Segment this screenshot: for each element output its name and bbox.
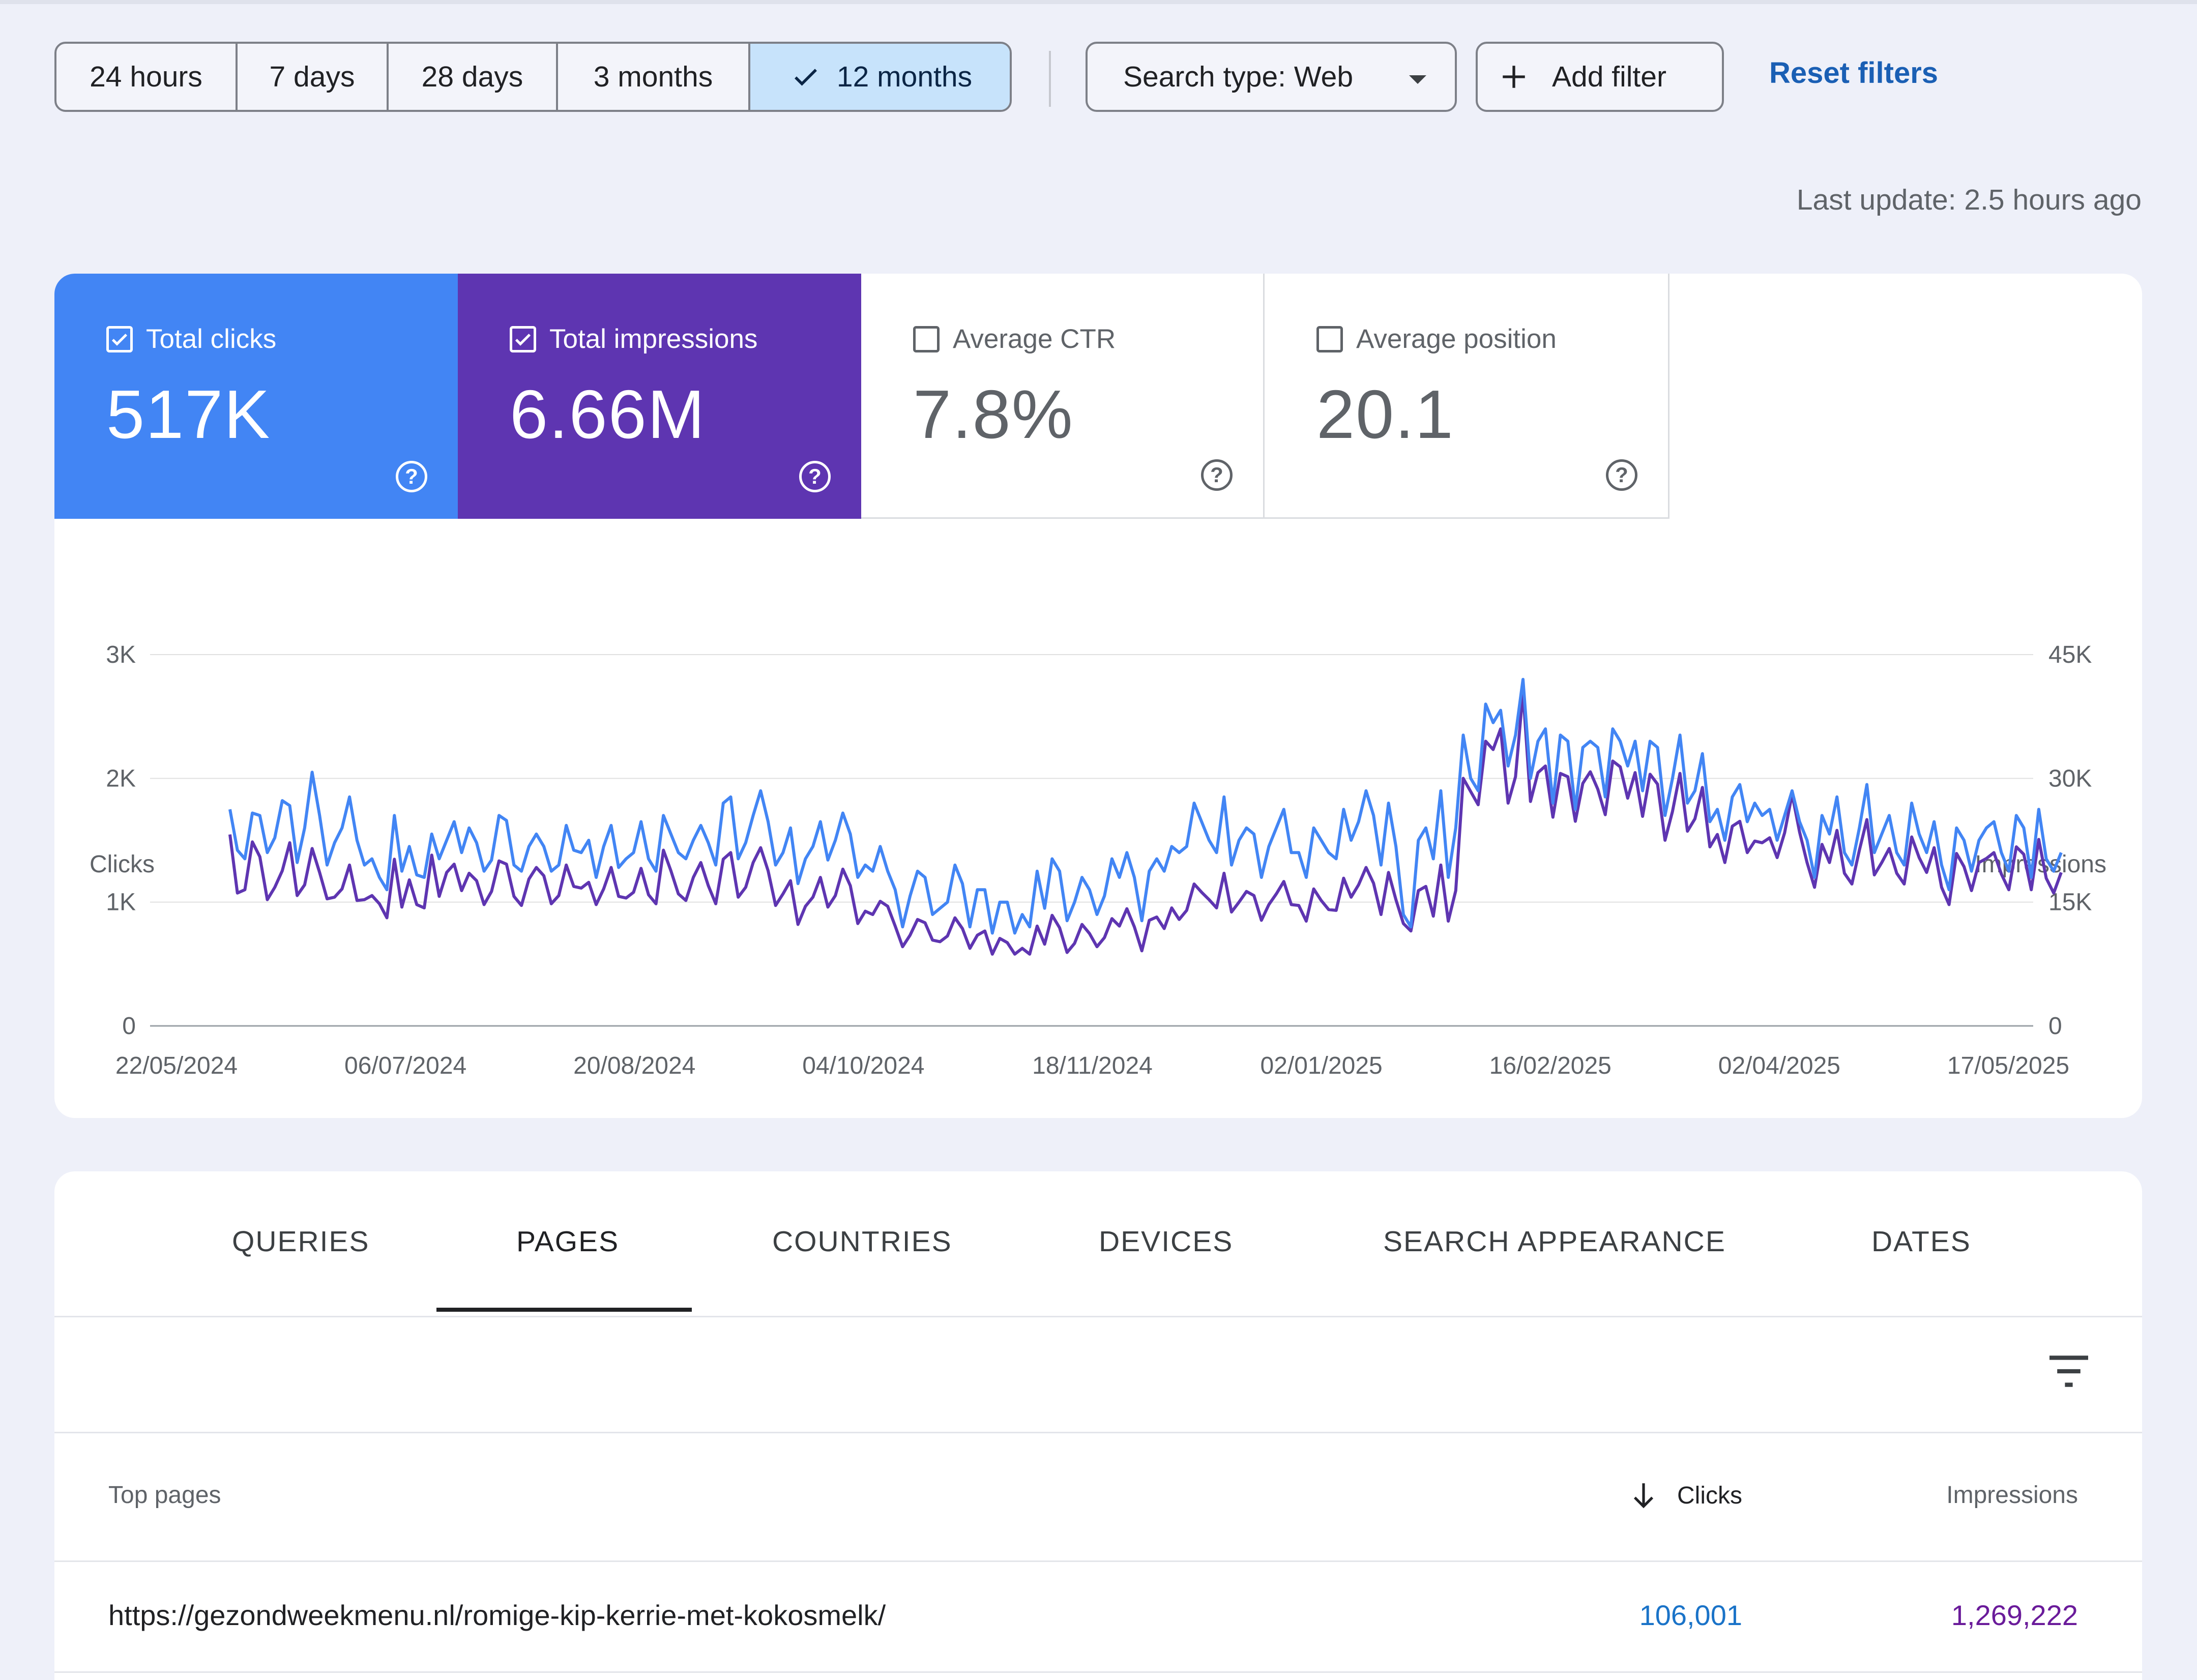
tab-devices[interactable]: DEVICES (1099, 1225, 1234, 1258)
x-tick-labels: 22/05/2024 06/07/2024 20/08/2024 04/10/2024… (115, 1052, 2069, 1079)
reset-filters-link[interactable]: Reset filters (1769, 56, 1939, 90)
tab-search-appearance[interactable]: SEARCH APPEARANCE (1383, 1225, 1726, 1258)
y-right-tick-label: 15K (2048, 889, 2092, 916)
y-right-tick-label: 30K (2048, 765, 2092, 792)
search-type-dropdown[interactable]: Search type: Web (1086, 42, 1457, 112)
help-icon[interactable]: ? (1606, 459, 1637, 491)
metric-average-position[interactable]: Average position 20.1 ? (1265, 274, 1669, 519)
filter-divider (1049, 51, 1051, 107)
x-tick-label: 04/10/2024 (802, 1052, 924, 1079)
x-tick-label: 02/01/2025 (1261, 1052, 1383, 1079)
metric-label: Average CTR (953, 324, 1116, 354)
x-tick-label: 18/11/2024 (1032, 1052, 1153, 1079)
column-header-clicks-label: Clicks (1677, 1482, 1742, 1509)
plus-icon (1503, 66, 1525, 88)
metric-total-impressions[interactable]: Total impressions 6.66M ? (458, 274, 861, 519)
tab-queries[interactable]: QUERIES (232, 1225, 370, 1258)
performance-card: Total clicks 517K ? Total impressions 6.… (54, 274, 2142, 1118)
active-tab-indicator (436, 1308, 692, 1312)
search-type-label: Search type: Web (1123, 61, 1354, 93)
column-header-page[interactable]: Top pages (108, 1482, 221, 1509)
metric-value: 20.1 (1316, 376, 1454, 453)
metric-value: 6.66M (510, 376, 706, 453)
range-12-months[interactable]: 12 months (750, 44, 1010, 110)
x-tick-label: 22/05/2024 (115, 1052, 238, 1079)
filter-icon[interactable] (2044, 1352, 2093, 1391)
column-header-impressions[interactable]: Impressions (1946, 1482, 2078, 1509)
y-left-tick-label: 1K (106, 889, 136, 916)
date-range-selector: 24 hours 7 days 28 days 3 months 12 mont… (54, 42, 1012, 112)
y-right-tick-label: 45K (2048, 641, 2092, 668)
x-tick-label: 16/02/2025 (1489, 1052, 1612, 1079)
divider (54, 1432, 2142, 1433)
dimensions-card: QUERIES PAGES COUNTRIES DEVICES SEARCH A… (54, 1171, 2142, 1680)
tab-pages[interactable]: PAGES (516, 1225, 620, 1258)
chart-series (228, 677, 2063, 956)
metric-average-ctr[interactable]: Average CTR 7.8% ? (861, 274, 1265, 519)
range-3-months[interactable]: 3 months (558, 44, 750, 110)
tab-dates[interactable]: DATES (1871, 1225, 1971, 1258)
top-divider (0, 0, 2197, 4)
y-right-tick-labels: 0 15K 30K 45K (2048, 641, 2092, 1040)
checkbox-icon[interactable] (510, 326, 536, 352)
y-left-tick-label: 3K (106, 641, 136, 668)
x-tick-label: 17/05/2025 (1947, 1052, 2069, 1079)
metric-value: 7.8% (913, 376, 1074, 453)
x-tick-label: 02/04/2025 (1718, 1052, 1840, 1079)
last-update-text: Last update: 2.5 hours ago (1796, 184, 2142, 216)
y-left-tick-label: 0 (122, 1013, 136, 1040)
y-left-axis-title: Clicks (90, 851, 155, 878)
y-left-tick-label: 2K (106, 765, 136, 792)
metric-value: 517K (106, 376, 271, 453)
sort-down-arrow-icon (1633, 1483, 1654, 1509)
divider (54, 1560, 2142, 1562)
add-filter-label: Add filter (1552, 61, 1666, 93)
add-filter-button[interactable]: Add filter (1476, 42, 1724, 112)
help-icon[interactable]: ? (799, 461, 831, 492)
impressions-series-line (228, 690, 2063, 956)
metric-label: Total impressions (549, 324, 758, 354)
metric-label: Average position (1356, 324, 1557, 354)
metric-total-clicks[interactable]: Total clicks 517K ? (54, 274, 458, 519)
checkbox-icon[interactable] (106, 326, 133, 352)
page-url[interactable]: https://gezondweekmenu.nl/romige-kip-ker… (108, 1599, 886, 1631)
column-header-clicks[interactable]: Clicks (1630, 1481, 1742, 1510)
range-7-days[interactable]: 7 days (238, 44, 389, 110)
help-icon[interactable]: ? (396, 461, 427, 492)
divider (54, 1316, 2142, 1317)
range-28-days[interactable]: 28 days (389, 44, 558, 110)
row-impressions-value: 1,269,222 (1951, 1599, 2078, 1631)
y-right-tick-label: 0 (2048, 1013, 2062, 1040)
y-left-tick-labels: 0 1K 2K 3K (106, 641, 136, 1040)
x-tick-label: 20/08/2024 (573, 1052, 695, 1079)
x-tick-label: 06/07/2024 (344, 1052, 466, 1079)
range-12-months-label: 12 months (836, 61, 973, 93)
tab-countries[interactable]: COUNTRIES (772, 1225, 952, 1258)
clicks-series-line (228, 677, 2063, 935)
checkbox-icon[interactable] (913, 326, 940, 352)
metric-label: Total clicks (146, 324, 277, 354)
help-icon[interactable]: ? (1201, 459, 1233, 491)
check-icon (794, 69, 817, 86)
range-24-hours[interactable]: 24 hours (56, 44, 238, 110)
chart-gridlines (150, 654, 2033, 1027)
checkbox-icon[interactable] (1316, 326, 1343, 352)
row-clicks-value: 106,001 (1639, 1599, 1742, 1631)
divider (54, 1671, 2142, 1673)
dropdown-caret-icon (1409, 75, 1426, 84)
